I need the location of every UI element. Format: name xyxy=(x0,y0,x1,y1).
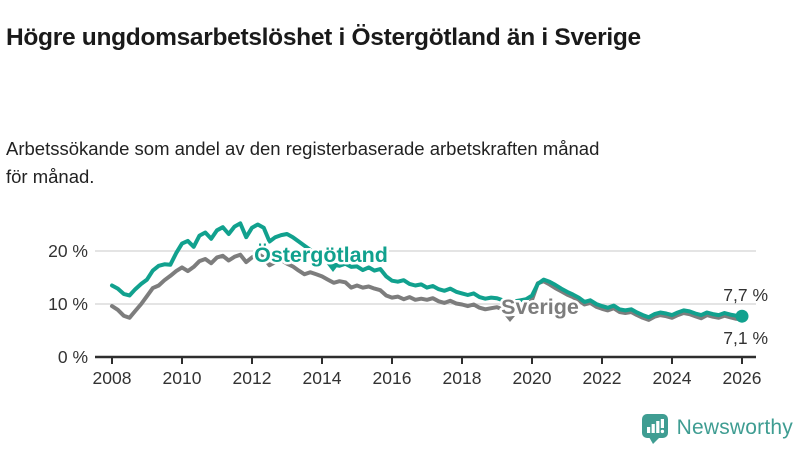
y-tick-label: 20 % xyxy=(48,241,88,261)
newsworthy-wordmark: Newsworthy xyxy=(677,416,793,440)
label-ostergotland: Östergötland xyxy=(254,242,388,267)
line-chart: 0 % 10 % 20 % 2008 2010 2012 2014 2016 2018 2020… xyxy=(0,188,800,428)
newsworthy-logo: Newsworthy xyxy=(641,410,793,446)
end-label-ostergotland: 7,7 % xyxy=(723,285,768,305)
data-series xyxy=(112,223,749,322)
y-axis-labels: 0 % 10 % 20 % xyxy=(48,241,88,367)
x-tick-label: 2016 xyxy=(373,368,412,388)
y-tick-label: 0 % xyxy=(58,347,88,367)
label-sverige: Sverige xyxy=(501,295,579,319)
x-tick-label: 2024 xyxy=(653,368,692,388)
gridlines xyxy=(95,251,756,304)
bar-chart-speech-bubble-icon xyxy=(641,413,669,444)
y-tick-label: 10 % xyxy=(48,294,88,314)
x-tick-label: 2026 xyxy=(723,368,762,388)
x-tick-label: 2018 xyxy=(443,368,482,388)
page-title: Högre ungdomsarbetslöshet i Östergötland… xyxy=(6,22,662,54)
x-tick-label: 2008 xyxy=(93,368,132,388)
chart-subtitle: Arbetssökande som andel av den registerb… xyxy=(6,135,618,192)
x-tick-label: 2010 xyxy=(163,368,202,388)
x-tick-label: 2014 xyxy=(303,368,342,388)
series-line-östergötland xyxy=(112,223,742,317)
x-axis-ticks: 2008 2010 2012 2014 2016 2018 2020 2022 2024 2026 xyxy=(93,357,762,388)
x-tick-label: 2020 xyxy=(513,368,552,388)
series-end-dot xyxy=(736,310,749,323)
end-label-sverige: 7,1 % xyxy=(723,328,768,348)
x-tick-label: 2012 xyxy=(233,368,272,388)
series-labels: Östergötland Sverige xyxy=(254,242,579,319)
x-tick-label: 2022 xyxy=(583,368,622,388)
